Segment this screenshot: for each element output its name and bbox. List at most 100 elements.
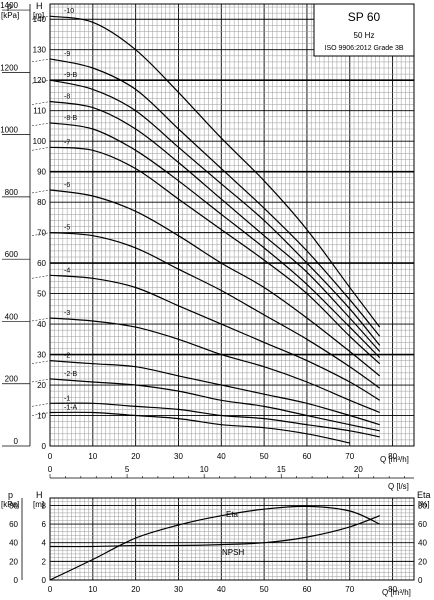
axis-q-m3h-label: Q [m³/h] (380, 455, 409, 464)
curve-stage-3 (49, 317, 380, 414)
aux-chart-curves (49, 505, 380, 581)
curve-stage-7 (49, 146, 381, 365)
curve-label: -4 (64, 267, 70, 274)
aux-tick-label-q: 40 (217, 585, 226, 594)
curve-label: -2 (64, 353, 70, 360)
curve-label: -6 (64, 182, 70, 189)
tick-label-h: 100 (33, 137, 47, 146)
tick-label-h: 110 (33, 107, 46, 116)
tick-label-h: 120 (33, 76, 47, 85)
aux-tick-label-q: 80 (388, 585, 397, 594)
title-standard: ISO 9906:2012 Grade 3B (325, 45, 404, 52)
axis-kpa-label: [kPa] (1, 11, 19, 20)
tick-label-p: 600 (5, 250, 19, 259)
curve-leader (31, 403, 51, 407)
aux-axis-eta-label: Eta (417, 490, 431, 500)
tick-label-h: 0 (42, 442, 47, 451)
curve-label: -8-B (64, 115, 78, 122)
curve-leader (31, 189, 51, 194)
tick-label-q: 40 (217, 452, 226, 461)
curve-leader (31, 15, 51, 20)
curve-stage-5 (49, 232, 381, 389)
curve-leader (31, 378, 51, 383)
npsh-curve-label: NPSH (222, 548, 244, 557)
main-plot-frame (49, 3, 415, 447)
aux-axis-h-label: H (36, 490, 43, 500)
aux-tick-label-h: 4 (42, 539, 47, 548)
aux-tick-label-eta: 0 (418, 576, 423, 585)
tick-label-q: 30 (174, 452, 183, 461)
tick-label-h: 80 (37, 198, 46, 207)
tick-label-p: 200 (5, 375, 19, 384)
tick-label-h: 90 (37, 168, 46, 177)
tick-label-h: 10 (37, 412, 46, 421)
aux-tick-label-p: 80 (9, 501, 18, 510)
aux-tick-label-p: 40 (9, 539, 18, 548)
aux-tick-label-q: 10 (88, 585, 97, 594)
curve-leader (31, 147, 51, 151)
curve-stage-8 (49, 100, 381, 352)
tick-label-p: 1400 (0, 1, 18, 10)
title-frequency: 50 Hz (354, 31, 375, 40)
aux-tick-label-h: 2 (42, 557, 47, 566)
aux-axis-m-label: [m] (33, 500, 44, 509)
curve-stage-1-A (49, 411, 350, 444)
axis-q-ls-label: Q [l/s] (388, 482, 409, 491)
aux-tick-label-p: 60 (9, 520, 18, 529)
aux-tick-label-eta: 80 (418, 501, 427, 510)
tick-label-p: 800 (5, 188, 19, 197)
curve-label: -9 (64, 51, 70, 58)
curve-npsh (49, 515, 380, 548)
curve-label: -7 (64, 139, 70, 146)
aux-tick-label-q: 60 (302, 585, 311, 594)
curve-label: -1 (64, 395, 70, 402)
curve-stage-6 (49, 189, 381, 377)
axis-m-label: [m] (33, 11, 44, 20)
aux-tick-label-p: 20 (9, 557, 18, 566)
curve-leader (31, 79, 51, 84)
tick-label-h: 50 (37, 290, 46, 299)
curve-label: -8 (64, 94, 70, 101)
curve-leader (31, 232, 51, 236)
aux-tick-label-eta: 60 (418, 520, 427, 529)
aux-tick-label-h: 0 (42, 576, 47, 585)
aux-tick-label-q: 50 (260, 585, 269, 594)
curve-label: -10 (64, 8, 74, 15)
main-chart-labels: 0 10 20 30 40 50 60 70 80 90 100 110 120 130 1400 200 40… (0, 1, 414, 479)
aux-tick-label-eta: 40 (418, 539, 427, 548)
curve-leader (31, 101, 51, 105)
curve-stage-9 (49, 58, 381, 337)
curve-stage-8-B (49, 122, 381, 359)
tick-label-h: 140 (33, 15, 47, 24)
aux-tick-label-q: 0 (48, 585, 53, 594)
aux-axis-q-label: Q [m³/h] (382, 588, 411, 597)
tick-label-q: 80 (388, 452, 397, 461)
tick-label-q: 50 (260, 452, 269, 461)
title-model: SP 60 (348, 10, 381, 24)
tick-label-q: 60 (302, 452, 311, 461)
curve-label: -9-B (64, 72, 78, 79)
axis-h-label: H (36, 1, 43, 11)
tick-label-q: 70 (345, 452, 354, 461)
title-box: SP 60 50 Hz ISO 9906:2012 Grade 3B (313, 3, 415, 57)
tick-label-h: 20 (37, 381, 46, 390)
aux-axis-kpa-label: [kPa] (1, 500, 19, 509)
curve-label: -5 (64, 225, 70, 232)
curve-stage-2-B (49, 378, 380, 432)
tick-label-h: 30 (37, 351, 46, 360)
curve-label: -2-B (64, 371, 78, 378)
curve-stage-2 (49, 360, 380, 426)
tick-label-h: 130 (33, 46, 47, 55)
tick-label-h: 40 (37, 320, 46, 329)
curve-leader (31, 122, 51, 127)
aux-axis-pct-label: [%] (418, 500, 430, 509)
aux-tick-label-eta: 20 (418, 557, 427, 566)
curve-leader (31, 275, 51, 279)
curve-leader (31, 412, 51, 416)
tick-label-q-ls: 20 (354, 465, 363, 474)
curve-stage-10 (49, 15, 381, 328)
axis-p-label: p (7, 1, 12, 11)
curve-stage-1 (49, 402, 380, 438)
aux-axis-p-label: p (8, 490, 13, 500)
tick-label-q: 10 (88, 452, 97, 461)
